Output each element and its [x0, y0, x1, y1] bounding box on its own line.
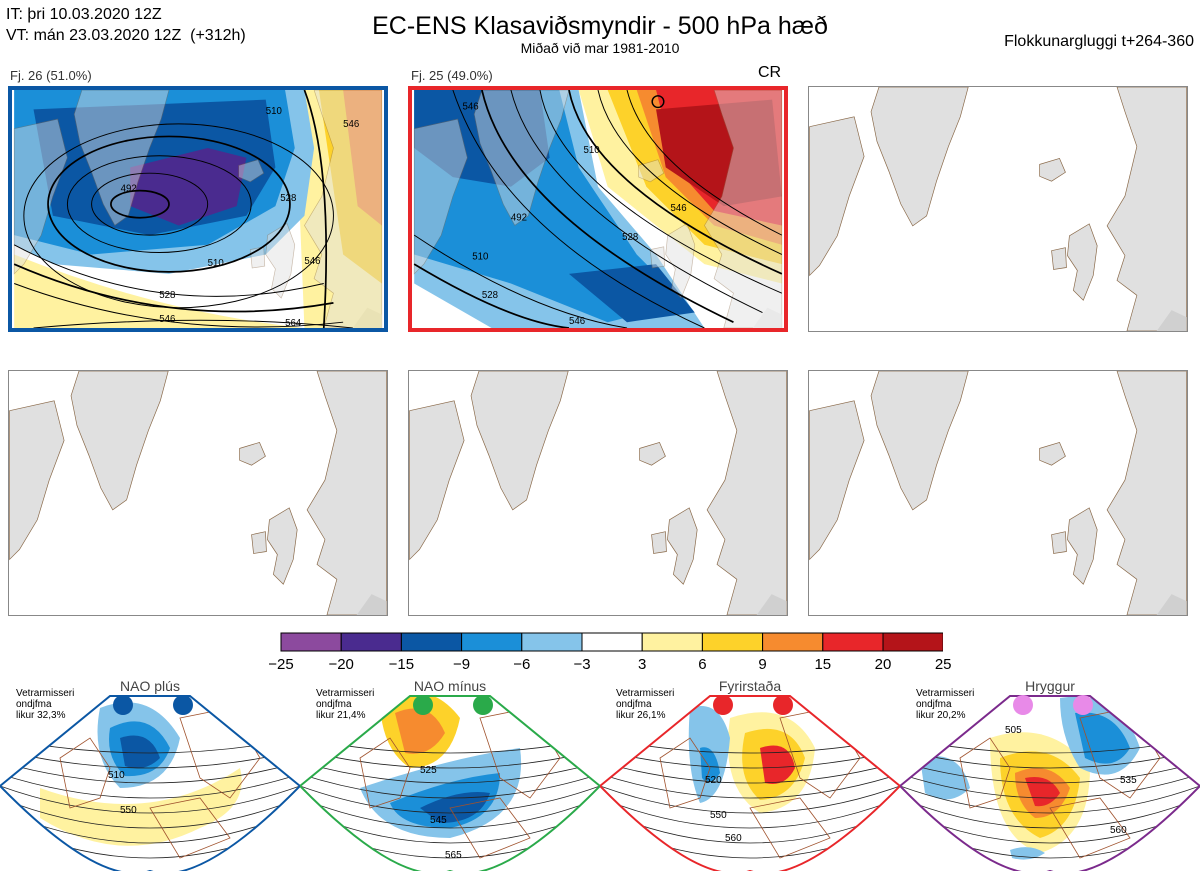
- contour-label: 492: [511, 213, 527, 224]
- regime-marker-dot: [1073, 695, 1093, 715]
- regime-info: likur 20,2%: [916, 710, 966, 721]
- colorbar-swatch: [762, 632, 824, 652]
- contour-label: 546: [304, 256, 320, 267]
- regime-name: Fyrirstaða: [718, 678, 782, 694]
- contour-label: 510: [266, 106, 282, 117]
- regime-contour-label: 545: [430, 815, 447, 826]
- contour-label: 510: [472, 251, 488, 262]
- colorbar-swatch: [822, 632, 884, 652]
- contour-label: 546: [463, 101, 479, 112]
- init-time: IT: þri 10.03.2020 12Z: [6, 6, 162, 23]
- colorbar-swatch: [581, 632, 643, 652]
- contour-label: 510: [208, 258, 224, 269]
- contour-label: 528: [482, 290, 498, 301]
- colorbar-tick-label: −3: [573, 656, 591, 673]
- regime-map: 505 535 560: [898, 695, 1200, 875]
- anomaly-colorbar: [280, 632, 943, 652]
- colorbar-swatch: [400, 632, 463, 652]
- regime-info: Vetrarmisseri: [316, 688, 375, 699]
- colorbar-tick-label: −6: [513, 656, 531, 673]
- colorbar-tick-label: −20: [328, 656, 354, 673]
- regime-contour-label: 510: [108, 770, 125, 781]
- empty-map-panel: [8, 370, 388, 616]
- regime-map: 510 550: [0, 695, 302, 875]
- regime-contour-label: 525: [420, 765, 437, 776]
- regime-panel: 510 550 NAO plús Vetrarmisseri ondjfma likur …: [0, 678, 302, 875]
- colorbar-swatch: [280, 632, 342, 652]
- empty-map-panel: [408, 370, 788, 616]
- regime-marker-dot: [773, 695, 793, 715]
- colorbar-tick-label: −15: [388, 656, 415, 673]
- cluster-2-regime-tag: CR: [758, 64, 782, 81]
- regime-info: likur 21,4%: [316, 710, 366, 721]
- contour-label: 546: [671, 203, 687, 214]
- regime-marker-dot: [1013, 695, 1033, 715]
- regime-marker-dot: [713, 695, 733, 715]
- regime-info: Vetrarmisseri: [916, 688, 975, 699]
- colorbar-swatch: [521, 632, 583, 652]
- colorbar-swatch: [701, 632, 764, 652]
- regime-info: ondjfma: [916, 699, 952, 710]
- contour-label: 546: [159, 314, 175, 325]
- regime-marker-dot: [173, 695, 193, 715]
- regime-contour-label: 550: [710, 810, 727, 821]
- regime-panel: 525 545 565 NAO mínus Vetrarmisseri ondjfma li…: [298, 678, 602, 875]
- page-subtitle: Miðað við mar 1981-2010: [520, 40, 680, 56]
- regime-contour-label: 560: [1110, 825, 1127, 836]
- colorbar-swatch: [641, 632, 703, 652]
- page-title: EC-ENS Klasaviðsmyndir - 500 hPa hæð: [372, 12, 828, 40]
- classification-window: Flokkunargluggi t+264-360: [1004, 33, 1194, 50]
- regime-marker-dot: [413, 695, 433, 715]
- regime-info: Vetrarmisseri: [616, 688, 675, 699]
- colorbar-tick-label: −25: [268, 656, 294, 673]
- colorbar-swatch: [340, 632, 402, 652]
- regime-contour-label: 535: [1120, 775, 1137, 786]
- cluster-1-map: 492 510 528 546 510 546 528 546 564: [8, 86, 388, 332]
- colorbar-tick-label: 15: [814, 656, 832, 673]
- regime-contour-label: 505: [1005, 725, 1022, 736]
- regime-name: NAO plús: [120, 678, 180, 694]
- colorbar-tick-label: 3: [638, 656, 647, 673]
- contour-label: 528: [159, 290, 175, 301]
- regime-info: Vetrarmisseri: [16, 688, 75, 699]
- regime-info: ondjfma: [316, 699, 352, 710]
- regime-marker-dot: [113, 695, 133, 715]
- regime-info: ondjfma: [16, 699, 52, 710]
- regime-name: Hryggur: [1025, 678, 1075, 694]
- colorbar-tick-label: 6: [698, 656, 707, 673]
- regime-info: likur 32,3%: [16, 710, 66, 721]
- contour-label: 528: [622, 232, 638, 243]
- contour-label: 510: [583, 145, 599, 156]
- cluster-2-label: Fj. 25 (49.0%): [411, 68, 493, 83]
- regime-contour-label: 520: [705, 775, 722, 786]
- colorbar-tick-label: 9: [758, 656, 767, 673]
- regime-map: 520 550 560: [598, 695, 902, 875]
- regime-marker-dot: [473, 695, 493, 715]
- regime-contour-label: 550: [120, 805, 137, 816]
- contour-label: 546: [343, 119, 359, 130]
- regime-panel: 505 535 560 Hryggur Vetrarmisseri ondjfma liku…: [898, 678, 1200, 875]
- colorbar-tick-label: 20: [874, 656, 892, 673]
- contour-label: 492: [121, 184, 137, 195]
- regime-name: NAO mínus: [413, 678, 487, 694]
- regime-panel: 520 550 560 Fyrirstaða Vetrarmisseri ondjfma l…: [598, 678, 902, 875]
- valid-time: VT: mán 23.03.2020 12Z (+312h): [6, 27, 246, 44]
- regime-info: likur 26,1%: [616, 710, 666, 721]
- colorbar-swatch: [882, 632, 943, 652]
- cluster-2-map: 492 510 528 546 510 528 546 546: [408, 86, 788, 332]
- colorbar-tick-label: −9: [453, 656, 471, 673]
- regime-contour-label: 560: [725, 833, 742, 844]
- colorbar-tick-label: 25: [934, 656, 952, 673]
- cluster-1-label: Fj. 26 (51.0%): [10, 68, 92, 83]
- regime-contour-label: 565: [445, 850, 462, 861]
- contour-label: 528: [280, 193, 296, 204]
- empty-map-panel: [808, 370, 1188, 616]
- colorbar-swatch: [461, 632, 523, 652]
- contour-label: 546: [569, 316, 585, 327]
- empty-map-panel: [808, 86, 1188, 332]
- regime-info: ondjfma: [616, 699, 652, 710]
- contour-label: 564: [285, 318, 302, 329]
